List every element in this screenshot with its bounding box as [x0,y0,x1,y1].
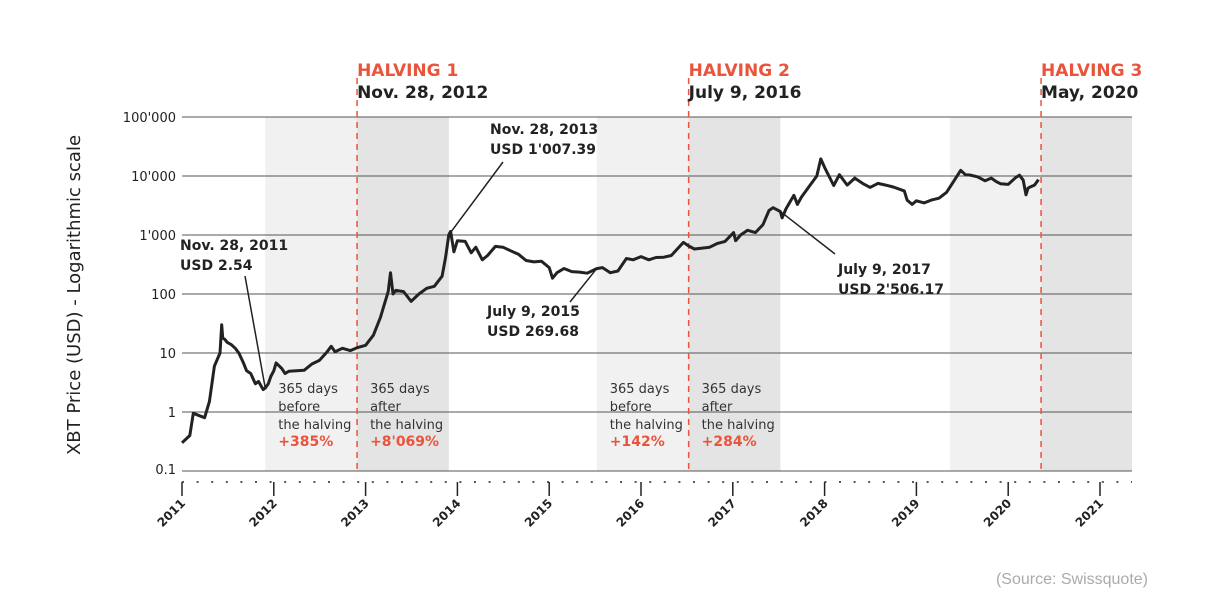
y-axis-label: XBT Price (USD) - Logarithmic scale [64,135,85,455]
period-label-line: 365 days [610,382,670,397]
annotation-leader-2 [448,161,504,236]
annotation-leader-3 [569,268,598,303]
y-tick-label: 1 [168,406,176,421]
annotation-date-2: Nov. 28, 2013 [490,122,598,138]
source-note: (Source: Swissquote) [996,571,1148,588]
price-annotations: Nov. 28, 2011 USD 2.54 Nov. 28, 2013 USD 1'… [180,122,944,389]
x-tick-label: 2013 [338,496,372,530]
period-label-line: the halving [370,418,443,433]
y-axis-ticks: 0.1 1 10 100 1'000 10'000 100'000 [123,111,176,478]
halving-date-3: May, 2020 [1041,83,1138,103]
gridlines [182,116,1132,472]
x-tick-label: 2018 [797,496,831,530]
x-tick-label: 2017 [705,496,739,530]
period-label-line: before [610,400,652,415]
halving-date-2: July 9, 2016 [688,83,802,103]
period-label-line: after [370,400,401,415]
x-tick-label: 2019 [889,496,923,530]
y-tick-label: 10'000 [131,170,176,185]
y-tick-label: 100 [151,288,176,303]
period-label-line: before [278,400,320,415]
period-label-line: the halving [610,418,683,433]
halving-title-2: HALVING 2 [689,61,790,81]
y-tick-label: 1'000 [139,229,176,244]
halving-title-1: HALVING 1 [357,61,458,81]
period-label-line: 365 days [278,382,338,397]
period-label-line: the halving [278,418,351,433]
annotation-value-4: USD 2'506.17 [838,282,944,298]
x-tick-label: 2015 [522,496,556,530]
price-series-line [180,157,1040,444]
annotation-leader-4 [779,210,836,255]
x-tick-label: 2012 [246,496,280,530]
halving-title-3: HALVING 3 [1041,61,1142,81]
x-tick-label: 2016 [614,496,648,530]
annotation-leader-1 [244,275,266,389]
y-tick-label: 10 [159,347,176,362]
x-axis: 2011 2012 2013 2014 2015 2016 2017 2018 2019 2020… [155,481,1132,530]
annotation-value-1: USD 2.54 [180,258,253,274]
x-tick-label: 2011 [155,496,189,530]
x-tick-label: 2014 [430,496,464,530]
y-tick-label: 100'000 [123,111,176,126]
x-tick-label: 2021 [1073,496,1107,530]
period-label-line: 365 days [370,382,430,397]
x-tick-label: 2020 [981,496,1015,530]
period-change: +385% [278,434,333,450]
period-label-line: 365 days [702,382,762,397]
annotation-value-3: USD 269.68 [487,324,579,340]
y-tick-label: 0.1 [155,463,176,478]
period-label-line: after [702,400,733,415]
period-change: +284% [702,434,757,450]
period-change: +8'069% [370,434,439,450]
annotation-date-3: July 9, 2015 [486,304,580,320]
annotation-date-1: Nov. 28, 2011 [180,238,288,254]
halving-date-1: Nov. 28, 2012 [357,83,488,103]
annotation-date-4: July 9, 2017 [837,262,931,278]
period-change: +142% [610,434,665,450]
annotation-value-2: USD 1'007.39 [490,142,596,158]
period-label-line: the halving [702,418,775,433]
